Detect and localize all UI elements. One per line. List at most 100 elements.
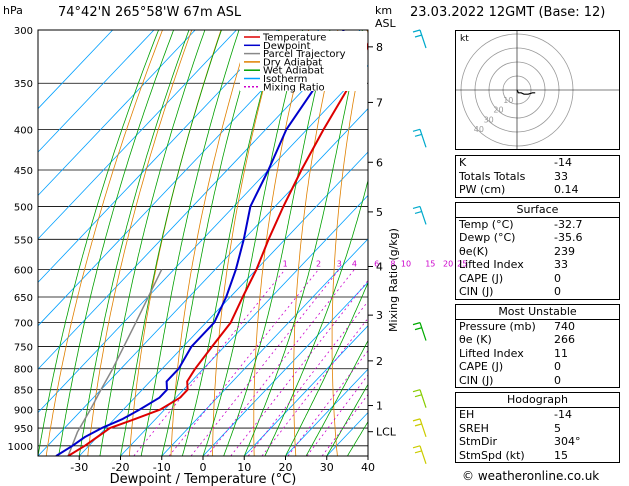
eh-row: EH -14 [456,408,619,422]
legend-entry: Dry Adiabat [263,57,322,68]
wind-barb-staff [419,418,427,438]
wind-barb-flag [412,418,421,422]
legend-entry: Mixing Ratio [263,82,325,93]
surface-cape-row: CAPE (J) 0 [456,272,619,286]
dry-adiabat-line [87,30,193,456]
dry-adiabat-line [331,30,368,456]
isotherm-line [78,151,368,456]
mixing-ratio-label: 20 [443,259,453,268]
plot-frame [37,29,369,457]
sreh-row: SREH 5 [456,422,619,436]
mu-li-label: Lifted Index [459,346,524,360]
isotherm-line [38,30,196,197]
pressure-tick-label: 500 [14,202,33,213]
surface-cin-row: CIN (J) 0 [456,285,619,299]
surface-dewp-value: -35.6 [554,231,583,244]
stmdir-row: StmDir 304° [456,435,619,449]
dry-adiabat-line [405,30,425,456]
pw-value: 0.14 [554,183,579,196]
pressure-tick-label: 750 [14,342,33,353]
hodograph-line [516,89,536,95]
surface-li-row: Lifted Index 33 [456,258,619,272]
legend-bg [240,31,367,91]
km-tick-label: 8 [376,41,383,54]
unstable-title: Most Unstable [498,304,577,318]
surface-theta-row: θe(K) 239 [456,245,619,259]
wind-barb-flag [412,389,421,393]
km-tick-label: 4 [376,260,383,273]
stmspd-label: StmSpd (kt) [459,448,525,462]
pressure-tick-label: 1000 [8,442,33,453]
km-tick-label: 3 [376,309,383,322]
isotherm-line [38,64,368,414]
mixing-ratio-line [168,269,319,456]
mu-pressure-row: Pressure (mb) 740 [456,320,619,334]
wet-adiabat-line [264,178,368,456]
indices-box: K -14 Totals Totals 33 PW (cm) 0.14 [455,155,620,198]
location-title: 74°42'N 265°58'W 67m ASL [58,5,242,20]
wind-barb-staff [419,206,427,225]
mu-cin-row: CIN (J) 0 [456,374,619,388]
profiles [55,30,368,456]
asl-label: ASL [375,17,396,30]
surface-cin-label: CIN (J) [459,285,494,298]
wet-adiabat-line [140,30,240,456]
isotherm-line [38,30,320,327]
wind-barb [412,445,427,464]
legend-entry: Isotherm [263,74,307,85]
dry-adiabat-line [253,30,310,456]
mu-li-row: Lifted Index 11 [456,347,619,361]
km-tick-label: 2 [376,355,383,368]
wind-barb-flag [414,450,423,454]
temperature-line [67,40,368,456]
mu-cin-label: CIN (J) [459,373,494,387]
mu-pressure-label: Pressure (mb) [459,319,536,333]
temperature-tick-label: -30 [70,461,88,474]
pressure-tick-label: 850 [14,386,33,397]
tt-value: 33 [554,169,568,183]
wind-barb-flag [412,322,421,326]
surface-theta-label: θe(K) [459,244,489,258]
surface-theta-value: 239 [554,244,575,258]
mixing-ratio-line [261,317,368,456]
mixing-ratio-label: 2 [316,259,321,268]
mixing-ratio-label: 3 [337,259,342,268]
wind-barb [412,322,427,341]
sreh-value: 5 [554,421,561,435]
km-tick-label: 1 [376,400,383,413]
k-row: K -14 [456,156,619,170]
surface-cape-value: 0 [554,271,561,285]
hodo-params-box: Hodograph EH -14 SREH 5 StmDir 304° StmSpd … [455,392,620,463]
wet-adiabat-line [120,30,222,456]
wind-barb-flag [412,205,421,209]
mixing-ratio-label: 6 [374,259,379,268]
wind-barb-staff [419,389,427,408]
info-panel: K -14 Totals Totals 33 PW (cm) 0.14 Surface… [455,155,620,467]
pressure-tick-label: 700 [14,319,33,330]
hodograph-unit: kt [460,34,469,44]
isotherm-line [38,30,361,370]
mixing-ratio-axis-label: Mixing Ratio (g/kg) [387,228,400,332]
surface-cape-label: CAPE (J) [459,271,504,285]
pressure-tick-label: 400 [14,125,33,136]
wind-barb-flag [414,423,423,427]
mixing-ratio-label: 8 [390,259,395,268]
wet-adiabat-line [78,30,190,456]
mixing-ratio-line [247,300,368,456]
wet-adiabat-line [285,281,368,456]
mixing-ratio-line [190,269,340,456]
x-axis-label: Dewpoint / Temperature (°C) [110,472,297,486]
surface-li-label: Lifted Index [459,258,524,271]
legend-entry: Parcel Trajectory [263,49,346,60]
wind-barb-flag [414,34,423,38]
eh-value: -14 [554,408,572,421]
pressure-tick-label: 550 [14,235,33,246]
pressure-tick-label: 800 [14,365,33,376]
hodograph-ring-label: 20 [493,106,503,115]
pressure-tick-label: 450 [14,166,33,177]
parcel-trajectory-line [67,269,163,456]
mu-theta-value: 266 [554,333,575,346]
wet-adiabat-line [182,30,280,456]
